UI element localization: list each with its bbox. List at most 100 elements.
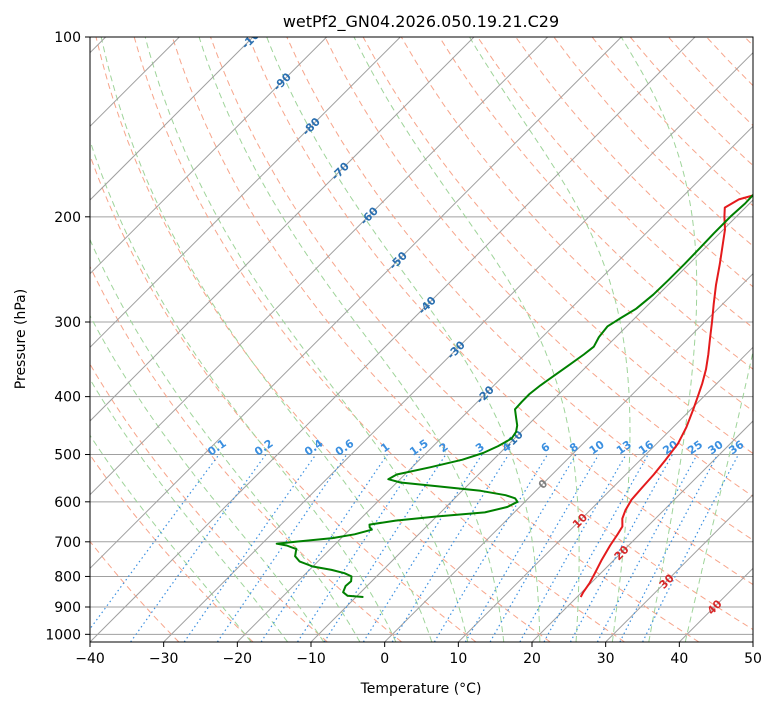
moist-adiabat-line <box>90 138 397 642</box>
mixing-ratio-line <box>433 454 549 642</box>
x-tick-label: −10 <box>296 651 326 667</box>
dry-adiabat-line <box>286 37 753 541</box>
y-tick-label: 600 <box>54 495 81 511</box>
dry-adiabat-line <box>706 37 753 87</box>
x-tick-label: 10 <box>449 651 467 667</box>
y-tick-label: 100 <box>54 30 81 46</box>
y-axis: 100 200 300 400 500 600 700 800 900 1000 <box>45 30 90 643</box>
mixing-ratio-label: 0.6 <box>333 437 357 459</box>
moist-adiabat-line <box>144 37 469 642</box>
dry-adiabat-line <box>133 37 625 642</box>
dry-adiabat-line <box>210 37 753 631</box>
y-tick-label: 1000 <box>45 627 81 643</box>
moist-adiabat-line <box>353 37 580 642</box>
isotherm-line <box>752 641 753 642</box>
dry-adiabat-line <box>668 37 753 127</box>
mixing-ratio-line <box>362 454 483 642</box>
isotherm-line <box>605 493 753 642</box>
mixing-ratio-label: 6 <box>539 440 553 455</box>
isotherm-line <box>90 37 254 201</box>
dry-adiabat-line <box>515 37 753 288</box>
moist-adiabat-line <box>100 37 433 642</box>
mixing-ratio-line <box>596 454 698 642</box>
y-tick-label: 500 <box>54 448 81 464</box>
isotherm-label: -70 <box>329 160 352 183</box>
dry-adiabat-line <box>171 37 700 642</box>
moist-adiabat-line <box>90 378 289 642</box>
x-axis-title: Temperature (°C) <box>360 681 482 697</box>
dry-adiabat-line <box>438 37 753 370</box>
isotherm-line <box>236 125 753 642</box>
isotherm-line <box>457 346 753 642</box>
y-axis-title: Pressure (hPa) <box>13 289 29 389</box>
mixing-ratio-label: 1.5 <box>407 437 430 459</box>
mixing-ratio-line <box>183 454 317 642</box>
x-tick-label: −40 <box>75 651 105 667</box>
y-tick-label: 900 <box>54 600 81 616</box>
isotherm-line <box>90 37 328 275</box>
dry-adiabat-line <box>744 37 753 47</box>
x-tick-label: −30 <box>149 651 179 667</box>
dewpoint-trace <box>275 193 753 598</box>
dry-adiabat-line <box>90 153 477 642</box>
x-tick-label: 40 <box>670 651 688 667</box>
mixing-ratio-line <box>260 454 388 642</box>
plot-frame <box>89 36 754 643</box>
temperature-trace <box>579 194 753 598</box>
mixing-ratio-line <box>323 454 447 642</box>
background-lines <box>90 37 753 642</box>
mixing-ratio-line <box>90 454 220 630</box>
dry-adiabat-line <box>362 37 753 455</box>
x-tick-label: 20 <box>523 651 541 667</box>
moist-adiabat-line <box>266 37 541 642</box>
mixing-ratio-line <box>391 454 510 642</box>
x-tick-label: 50 <box>744 651 762 667</box>
x-axis: −40 −30 −20 −10 0 10 20 30 40 50 <box>75 642 762 667</box>
mixing-ratio-line <box>296 454 422 642</box>
isotherm-line <box>163 51 753 642</box>
dry-adiabat-line <box>248 37 753 586</box>
mixing-ratio-label: 0.2 <box>252 437 275 459</box>
isotherm-line <box>310 199 753 642</box>
line-labels: 0.1 0.2 0.4 0.6 1 1.5 2 3 4 6 8 10 13 16 20 25 30 36-100-… <box>205 37 746 617</box>
dry-adiabat-line <box>400 37 753 412</box>
isotherm-line <box>90 37 475 422</box>
mixing-ratio-label: 0.4 <box>302 437 326 459</box>
mixing-ratio-label: 2 <box>437 440 451 455</box>
chart-title: wetPf2_GN04.2026.050.19.21.C29 <box>283 12 559 32</box>
y-tick-label: 200 <box>54 210 81 226</box>
moist-adiabat-line <box>90 238 361 642</box>
isotherm-line <box>384 272 753 642</box>
y-tick-label: 800 <box>54 569 81 585</box>
x-tick-label: 0 <box>380 651 389 667</box>
mixing-ratio-line <box>619 454 719 642</box>
isotherm-line <box>90 37 622 570</box>
isotherm-line <box>90 37 401 349</box>
x-tick-label: 30 <box>597 651 615 667</box>
y-tick-label: 400 <box>54 390 81 406</box>
dry-adiabat-line <box>90 363 328 642</box>
dry-adiabat-line <box>90 453 254 642</box>
moist-adiabat-line <box>684 349 753 642</box>
y-tick-label: 300 <box>54 315 81 331</box>
dry-adiabat-line <box>324 37 753 498</box>
isotherm-line <box>90 37 696 642</box>
mixing-ratio-line <box>489 454 600 642</box>
mixing-ratio-line <box>642 454 739 642</box>
isotherm-label: -90 <box>271 70 294 93</box>
dry-adiabat-line <box>477 37 753 329</box>
x-tick-label: −20 <box>223 651 253 667</box>
mixing-ratio-label: 0.1 <box>205 437 228 459</box>
mixing-ratio-line <box>130 454 267 642</box>
sounding-traces <box>275 193 753 598</box>
isotherm-line <box>678 567 753 642</box>
moist-adiabat-line <box>90 434 252 642</box>
moist-adiabat-line <box>90 314 325 642</box>
isotherm-line <box>531 420 753 642</box>
mixing-ratio-line <box>216 454 348 642</box>
mixing-ratio-line <box>519 454 627 642</box>
moist-adiabat-line <box>620 37 698 642</box>
moist-adiabat-line <box>469 37 631 642</box>
dry-adiabat-line <box>95 37 551 642</box>
